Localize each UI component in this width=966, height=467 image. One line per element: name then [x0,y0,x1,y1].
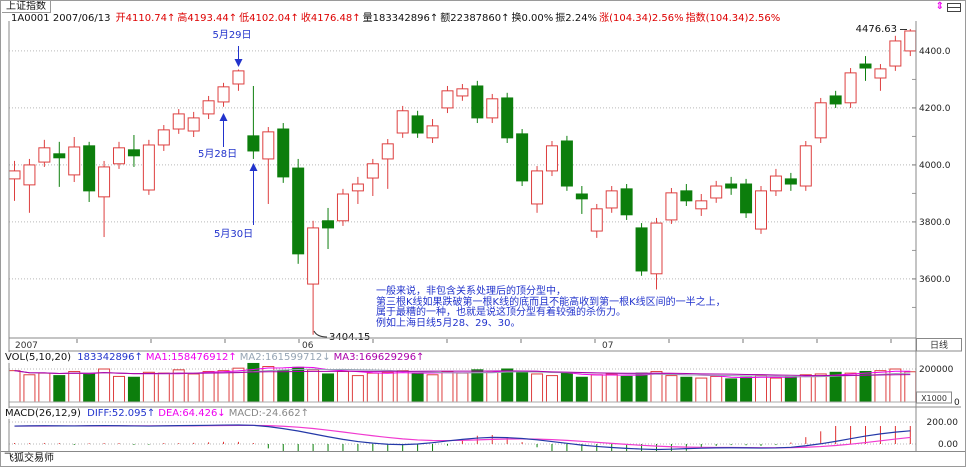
note-line: 属于最糟的一种，也就是说这顶分型有着较强的杀伤力。 [376,307,626,318]
svg-text:3600.0: 3600.0 [919,275,951,285]
svg-text:200.00: 200.00 [927,418,959,428]
index-title: 上证指数 [2,1,51,13]
svg-text:5月28日: 5月28日 [198,148,237,160]
svg-text:200000: 200000 [919,365,954,375]
note-line: 例如上海日线5月28、29、30。 [376,317,521,329]
svg-text:06: 06 [302,341,314,351]
quote-info-row: 1A0001 2007/06/13 开4110.74↑ 高4193.44↑ 低410… [11,13,782,24]
svg-text:日线: 日线 [930,339,948,351]
svg-text:X1000: X1000 [921,394,947,403]
text-segment: DEA:64.426↓ [158,408,226,419]
svg-text:0: 0 [954,398,960,408]
svg-text:5月29日: 5月29日 [212,29,251,41]
svg-text:5月30日: 5月30日 [214,228,253,240]
title-row: 上证指数 ⇕ [1,1,965,13]
svg-text:4200.0: 4200.0 [919,104,951,114]
status-bar: 飞狐交易师 [1,451,965,466]
text-segment: 高4193.44↑ [177,13,238,24]
app-name-label: 飞狐交易师 [4,453,54,464]
text-segment: MA3:169629296↑ [333,352,425,363]
note-line: 第三根K线如果跌破第一根K线的底而且不能高收到第一根K线区间的一半之上， [376,296,726,308]
text-segment: 额22387860↑ [440,13,510,24]
text-segment: MACD(26,12,9) [5,408,85,419]
text-segment: 低4102.04↑ [239,13,299,24]
volume-indicator-header: VOL(5,10,20) 183342896↑ MA1:158476912↑ MA2… [3,352,430,363]
text-segment: VOL(5,10,20) [5,352,75,363]
macd-indicator-header: MACD(26,12,9) DIFF:52.095↑ DEA:64.426↓ MAC… [3,408,315,419]
svg-text:4476.63: 4476.63 [856,24,897,35]
text-segment: 1A0001 2007/06/13 [11,13,114,24]
text-segment: MA1:158476912↑ [145,352,237,363]
svg-text:07: 07 [602,341,613,351]
text-segment: 收4176.48↑ [300,13,361,24]
text-segment: 开4110.74↑ [115,13,176,24]
text-segment: 量183342896↑ [362,13,439,24]
svg-text:3800.0: 3800.0 [919,218,951,228]
text-segment: DIFF:52.095↑ [87,408,156,419]
text-segment: 涨(104.34)2.56% [599,13,684,24]
scroll-updown-icon[interactable]: ⇕ [935,1,944,12]
text-segment: 换0.00% [511,13,554,24]
text-segment: 指数(104.34)2.56% [685,13,781,24]
text-segment: MA2:161599712↓ [239,352,331,363]
window-split-icon[interactable] [947,2,961,12]
note-line: 一般来说，非包含关系处理后的顶分型中， [376,286,566,297]
svg-text:4400.0: 4400.0 [919,47,951,57]
svg-text:4000.0: 4000.0 [919,161,951,171]
svg-text:0.00: 0.00 [938,440,958,450]
text-segment: 183342896↑ [77,352,143,363]
text-segment: MACD:-24.662↑ [228,408,310,419]
svg-text:2007: 2007 [15,341,38,351]
text-segment: 振2.24% [555,13,598,24]
analysis-note: 一般来说，非包含关系处理后的顶分型中， 第三根K线如果跌破第一根K线的底而且不能… [376,286,726,329]
